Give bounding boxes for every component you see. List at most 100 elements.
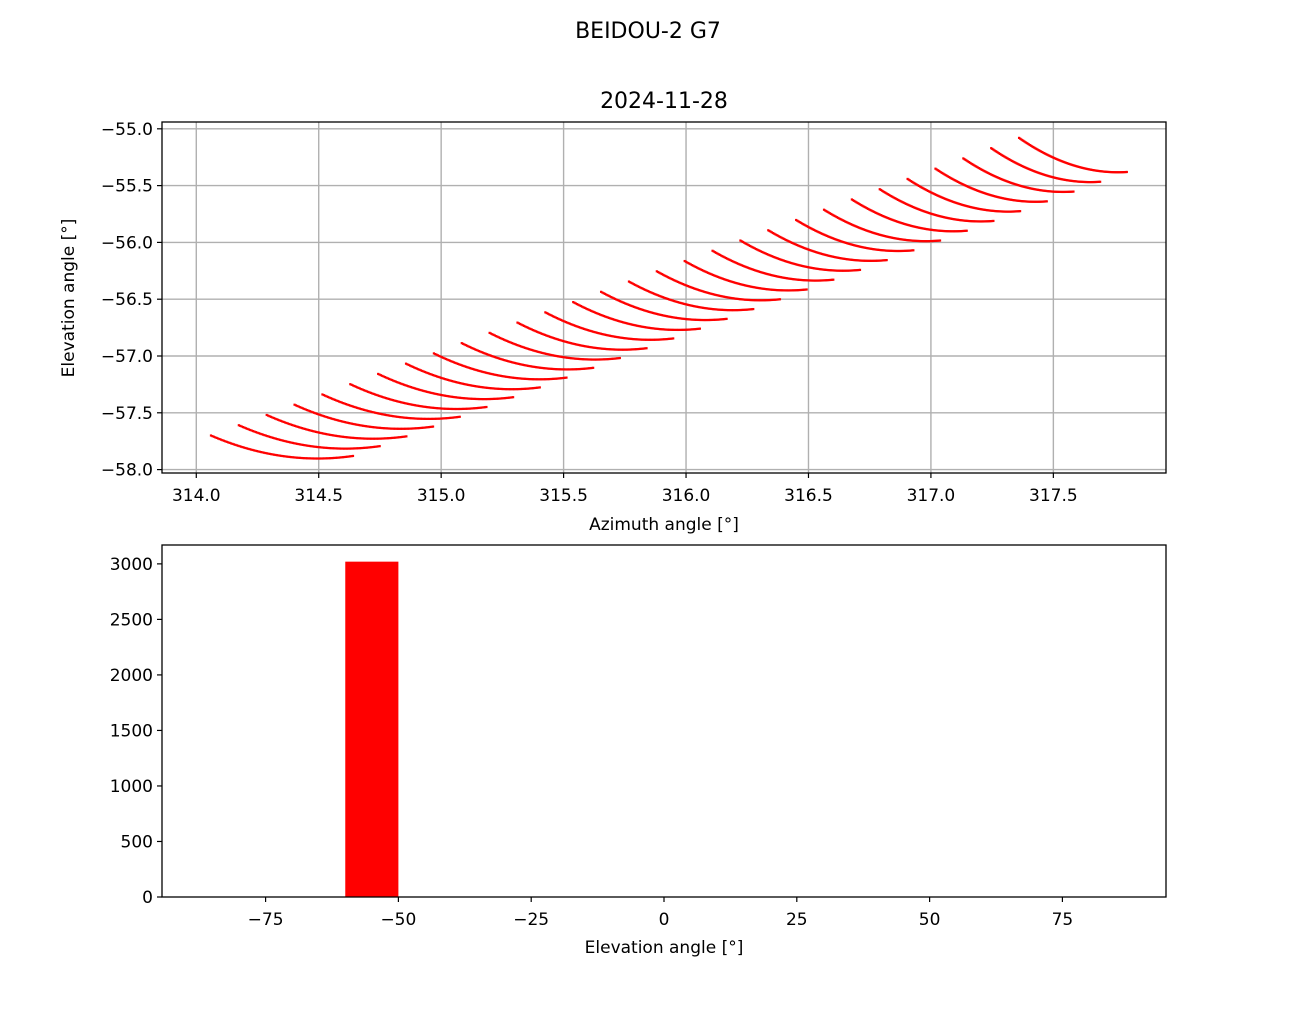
scatter-point	[1037, 200, 1040, 203]
scatter-point	[551, 354, 554, 357]
scatter-point	[238, 445, 241, 448]
scatter-point	[557, 368, 560, 371]
scatter-point	[460, 382, 463, 385]
scatter-point	[964, 219, 967, 222]
scatter-point	[856, 201, 859, 205]
scatter-point	[322, 394, 325, 397]
scatter-point	[566, 368, 570, 371]
scatter-point	[815, 267, 818, 270]
scatter-point	[479, 370, 482, 373]
scatter-point	[571, 323, 574, 326]
scatter-point	[749, 267, 752, 270]
scatter-point	[868, 208, 871, 211]
scatter-point	[737, 262, 740, 265]
scatter-point	[506, 388, 509, 391]
scatter-point	[849, 269, 852, 272]
scatter-point	[430, 425, 433, 428]
scatter-point	[641, 287, 644, 290]
scatter-point	[893, 237, 896, 240]
scatter-point	[987, 193, 990, 196]
scatter-point	[431, 406, 434, 409]
scatter-point	[328, 457, 332, 460]
scatter-point	[503, 358, 506, 362]
scatter-point	[654, 293, 657, 296]
scatter-point	[903, 249, 907, 252]
scatter-point	[361, 388, 364, 391]
scatter-point	[971, 220, 974, 223]
scatter-point	[328, 447, 331, 450]
scatter-point	[300, 456, 303, 460]
scatter-point	[725, 317, 728, 320]
scatter-point	[391, 399, 395, 402]
scatter-point	[424, 426, 428, 429]
scatter-point	[866, 229, 869, 232]
scatter-point	[272, 416, 275, 420]
scatter-point	[955, 218, 958, 221]
scatter-point	[623, 321, 626, 324]
scatter-point	[527, 387, 531, 390]
scatter-point	[567, 341, 570, 344]
scatter-point	[463, 382, 466, 386]
scatter-point	[552, 367, 555, 371]
scatter-point	[538, 386, 541, 389]
scatter-point	[836, 256, 839, 259]
scatter-point	[908, 239, 911, 242]
scatter-point	[850, 198, 853, 201]
scatter-point	[468, 345, 471, 349]
scatter-point	[888, 249, 891, 252]
scatter-point	[337, 435, 340, 438]
scatter-point	[938, 229, 942, 232]
scatter-point	[811, 279, 814, 282]
scatter-point	[972, 188, 975, 191]
scatter-point	[510, 396, 513, 399]
scatter-point	[1007, 210, 1010, 213]
scatter-x-tick-label: 314.5	[294, 486, 343, 506]
scatter-point	[729, 309, 732, 312]
scatter-point	[913, 206, 916, 209]
scatter-point	[855, 269, 858, 272]
scatter-point	[583, 327, 586, 331]
scatter-point	[650, 338, 653, 341]
scatter-point	[468, 407, 472, 410]
scatter-point	[380, 426, 383, 430]
scatter-point	[829, 278, 832, 282]
scatter-point	[459, 407, 462, 411]
scatter-point	[408, 385, 411, 388]
scatter-point	[336, 399, 339, 403]
scatter-point	[270, 453, 273, 456]
scatter-point	[683, 283, 686, 286]
scatter-point	[590, 330, 593, 333]
scatter-point	[273, 437, 276, 440]
scatter-point	[222, 439, 225, 442]
scatter-point	[346, 403, 349, 406]
scatter-point	[705, 271, 708, 274]
scatter-point	[631, 348, 634, 351]
scatter-point	[729, 280, 732, 283]
scatter-point	[955, 230, 958, 233]
scatter-point	[485, 353, 489, 356]
scatter-point	[700, 318, 703, 322]
scatter-point	[314, 457, 317, 460]
scatter-point	[953, 218, 956, 221]
scatter-point	[867, 207, 870, 210]
scatter-x-tick-label: 316.5	[784, 486, 833, 506]
scatter-point	[587, 308, 590, 311]
scatter-point	[668, 328, 671, 331]
scatter-point	[318, 413, 321, 416]
scatter-point	[378, 412, 381, 415]
scatter-point	[307, 444, 310, 447]
scatter-point	[979, 220, 982, 223]
scatter-point	[789, 289, 792, 292]
scatter-point	[399, 436, 402, 439]
scatter-point	[956, 230, 959, 233]
scatter-point	[581, 358, 585, 361]
scatter-point	[455, 407, 458, 411]
scatter-point	[989, 209, 992, 212]
scatter-point	[839, 217, 842, 221]
scatter-point	[247, 447, 250, 450]
scatter-point	[434, 406, 437, 410]
scatter-point	[720, 318, 723, 321]
scatter-point	[731, 280, 734, 284]
scatter-point	[662, 328, 666, 331]
scatter-point	[1008, 181, 1012, 184]
